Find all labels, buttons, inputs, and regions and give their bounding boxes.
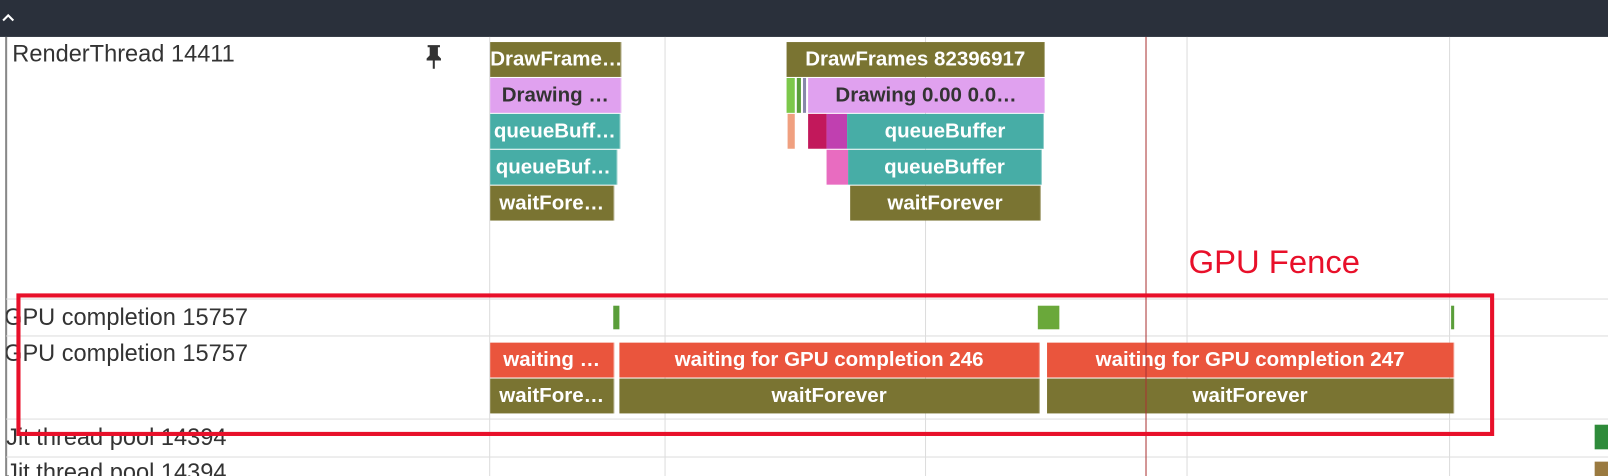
slice[interactable] — [786, 77, 795, 113]
highlight-box — [16, 293, 1495, 436]
process-suffix: ower 14386 — [318, 116, 432, 141]
track-name[interactable]: Jit thread pool 14394 — [6, 458, 488, 476]
track-divider — [6, 456, 1608, 458]
slice[interactable]: DrawFrame… — [490, 42, 622, 77]
slice[interactable] — [826, 113, 848, 149]
slice[interactable]: Drawing … — [490, 77, 622, 113]
track-label: Jit thread pool 14394 — [6, 423, 227, 451]
slice[interactable]: waitForever — [850, 185, 1041, 221]
slice[interactable] — [802, 77, 807, 113]
slice[interactable] — [796, 77, 801, 113]
time-cursor — [1145, 36, 1147, 476]
slice[interactable]: queueBuffer — [847, 113, 1044, 149]
collapse-icon[interactable] — [2, 12, 15, 22]
slice[interactable]: waiting for GPU completion 247 — [1047, 342, 1455, 378]
slice[interactable]: Drawing 0.00 0.0… — [808, 77, 1045, 113]
track-name[interactable]: RenderThread 14411 — [12, 40, 235, 67]
slice[interactable]: waiting … — [490, 342, 615, 378]
track-name[interactable]: GPU completion 15757 — [6, 304, 488, 332]
process-header[interactable]: com.android.wechatfrien… ower 14386 — [0, 0, 1608, 141]
pin-icon[interactable] — [425, 43, 443, 70]
slice[interactable] — [1037, 305, 1060, 330]
slice[interactable] — [1594, 461, 1608, 476]
annotation: GPU Fence — [1188, 243, 1361, 281]
slice[interactable] — [787, 113, 795, 149]
slice[interactable] — [826, 149, 849, 185]
grid-line — [1186, 36, 1188, 476]
slice[interactable] — [1594, 424, 1608, 450]
grid-line — [925, 36, 927, 476]
grid-line — [1449, 36, 1451, 476]
track-label: GPU completion 15757 — [6, 303, 248, 331]
track-name[interactable]: Jit thread pool 14394 — [6, 420, 488, 457]
slice[interactable]: waitFore… — [490, 378, 615, 414]
slice[interactable]: waiting for GPU completion 246 — [619, 342, 1040, 378]
track-divider — [6, 335, 1608, 337]
track-border — [5, 36, 8, 476]
slice[interactable]: queueBuffer — [848, 149, 1042, 185]
grid-line — [489, 36, 491, 476]
slice[interactable] — [1451, 305, 1455, 330]
track-divider — [6, 418, 1608, 420]
slice[interactable]: queueBuf… — [490, 149, 618, 185]
process-name: com.android.wechatfrien… — [20, 80, 277, 104]
slice[interactable]: waitForever — [1047, 378, 1455, 414]
slice[interactable]: queueBuff… — [490, 113, 621, 149]
slice[interactable] — [808, 113, 827, 149]
track-divider — [6, 298, 1608, 300]
track-label: GPU completion 15757 — [6, 339, 248, 367]
track-name[interactable]: GPU completion 15757 — [6, 340, 488, 368]
slice[interactable]: waitForever — [619, 378, 1040, 414]
track-label: Jit thread pool 14394 — [6, 458, 227, 476]
grid-line — [664, 36, 666, 476]
slice[interactable] — [613, 305, 620, 330]
slice[interactable]: DrawFrames 82396917 — [786, 42, 1045, 77]
slice[interactable]: waitFore… — [490, 185, 615, 221]
